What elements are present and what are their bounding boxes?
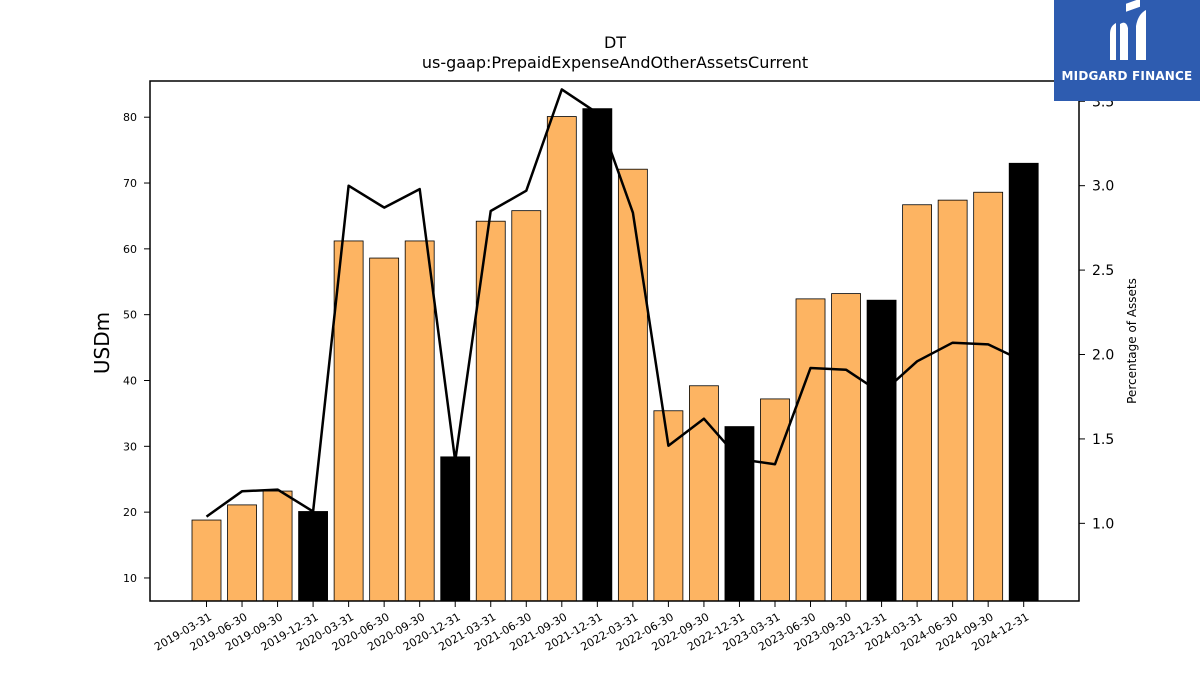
bar-2024-06-30 [937,199,968,602]
y-tick-label: 60 [123,243,137,256]
chart-title: DT [604,33,626,52]
y-axis-left: 10 20 30 40 50 60 70 80 [123,111,150,585]
bar-2023-09-30 [831,293,861,602]
logo-mark-icon [1110,0,1146,61]
bar-2019-06-30 [227,504,257,602]
y-tick-label: 40 [123,374,137,387]
y2-tick-label: 1.5 [1092,432,1114,448]
chart-subtitle: us-gaap:PrepaidExpenseAndOtherAssetsCurr… [422,53,808,72]
y-axis-right: 1.01.52.02.53.03.5 [1079,94,1114,532]
bar-2021-12-31 [582,108,613,602]
bar-2022-12-31 [724,426,755,602]
bar-2024-03-31 [902,204,933,602]
y-tick-label: 50 [123,309,137,322]
x-axis: 2019-03-312019-06-302019-09-302019-12-31… [152,601,1031,654]
logo-text: MIDGARD FINANCE [1061,69,1193,83]
bar-2022-03-31 [617,168,648,602]
brand-logo: MIDGARD FINANCE [1054,0,1200,101]
y-tick-label: 30 [123,440,137,453]
bar-2020-06-30 [369,257,400,602]
y-tick-label: 10 [123,572,137,585]
bar-2020-09-30 [404,240,435,602]
bar-2019-09-30 [262,490,293,602]
y-axis-label: USDm [90,312,114,374]
y-tick-label: 70 [123,177,137,190]
bar-2023-03-31 [760,398,790,602]
bar-2023-12-31 [866,299,897,602]
y2-axis-label: Percentage of Assets [1125,278,1139,404]
y2-tick-label: 2.0 [1092,348,1114,364]
plot-frame [149,80,1080,602]
bar-2021-09-30 [546,116,577,602]
bar-2024-09-30 [973,191,1004,602]
bar-2024-12-31 [1008,162,1039,602]
bar-2019-03-31 [191,519,222,602]
bar-2020-12-31 [440,456,471,602]
y2-tick-label: 1.0 [1092,516,1114,532]
bar-series [191,108,1039,602]
y-tick-label: 20 [123,506,137,519]
bar-2019-12-31 [298,511,328,602]
y2-tick-label: 3.0 [1092,179,1114,195]
percentage-line [205,88,1025,518]
bar-2023-06-30 [795,298,826,602]
bar-2021-06-30 [511,210,542,602]
y-tick-label: 80 [123,111,137,124]
bar-2020-03-31 [333,240,364,602]
bar-2022-09-30 [689,385,719,602]
y2-tick-label: 2.5 [1092,263,1114,279]
